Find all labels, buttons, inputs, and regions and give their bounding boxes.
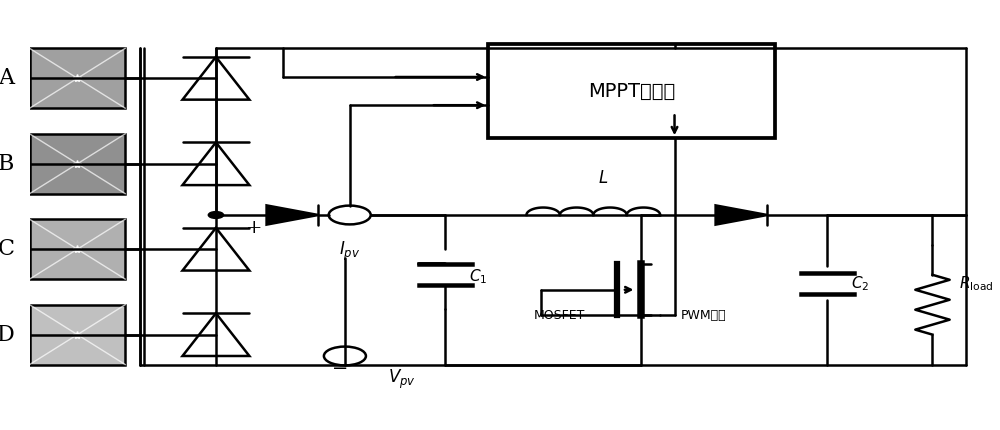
- Polygon shape: [716, 206, 767, 224]
- Text: D: D: [0, 324, 15, 346]
- Circle shape: [208, 212, 224, 218]
- FancyBboxPatch shape: [30, 134, 125, 194]
- FancyBboxPatch shape: [488, 44, 775, 138]
- Text: +: +: [246, 219, 262, 237]
- FancyBboxPatch shape: [30, 305, 125, 365]
- Polygon shape: [267, 206, 318, 224]
- Text: $C_2$: $C_2$: [851, 274, 870, 293]
- FancyBboxPatch shape: [30, 49, 125, 108]
- Text: MOSFET: MOSFET: [534, 309, 586, 322]
- Text: MPPT控制器: MPPT控制器: [588, 82, 675, 101]
- Text: B: B: [0, 153, 14, 175]
- Text: $C_1$: $C_1$: [469, 267, 487, 286]
- Text: PWM信号: PWM信号: [680, 309, 726, 322]
- Text: A: A: [0, 67, 14, 89]
- Text: C: C: [0, 238, 14, 260]
- Text: $V_{pv}$: $V_{pv}$: [388, 368, 416, 391]
- Text: $I_{pv}$: $I_{pv}$: [339, 240, 360, 263]
- Text: $L$: $L$: [598, 170, 608, 187]
- FancyBboxPatch shape: [30, 219, 125, 279]
- Text: $R_{\rm load}$: $R_{\rm load}$: [959, 274, 994, 293]
- Text: −: −: [332, 360, 348, 378]
